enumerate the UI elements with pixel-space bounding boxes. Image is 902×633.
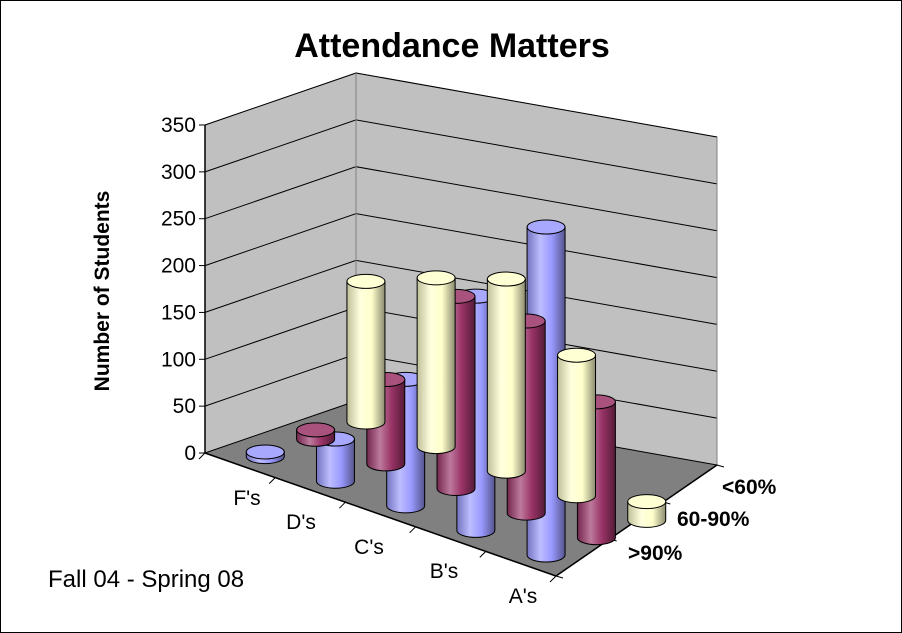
depth-tick-mark [716, 464, 725, 468]
cylinder-top [346, 273, 386, 289]
y-tick-label: 0 [184, 442, 196, 465]
cylinder-bar [486, 271, 526, 479]
x-tick-mark [479, 551, 487, 558]
cylinder-top [245, 444, 285, 460]
cylinder-top [526, 219, 566, 235]
cylinder-body [486, 278, 526, 479]
cylinder-bar [416, 270, 456, 455]
cylinder-body [416, 277, 456, 455]
cylinder-top [296, 422, 336, 438]
x-tick-label: F's [233, 487, 260, 510]
y-tick-label: 200 [161, 255, 196, 278]
cylinder-bar [346, 273, 386, 430]
x-tick-label: D's [286, 511, 316, 534]
x-axis-line [204, 452, 557, 577]
y-tick-label: 350 [161, 114, 196, 137]
depth-label-60-90: 60-90% [677, 508, 750, 531]
cylinder-top [486, 271, 526, 287]
x-tick-mark [198, 452, 206, 460]
x-tick-label: B's [430, 560, 459, 583]
cylinder-bar [557, 347, 597, 504]
y-axis-ticks: 0 50 100 150 200 250 300 350 [161, 114, 205, 465]
y-tick-label: 100 [161, 348, 196, 371]
cylinder-body [346, 280, 386, 430]
cylinder-top [627, 494, 667, 510]
y-tick-label: 150 [161, 301, 196, 324]
depth-label-lt60: <60% [722, 476, 777, 499]
x-tick-label: A's [509, 585, 538, 608]
date-range-note: Fall 04 - Spring 08 [48, 566, 244, 593]
y-tick-label: 300 [161, 161, 196, 184]
left-wall [204, 72, 357, 454]
cylinder-top [416, 270, 456, 286]
x-tick-label: C's [354, 536, 384, 559]
y-tick-label: 50 [173, 395, 196, 418]
depth-tick-mark [555, 575, 564, 579]
x-tick-mark [549, 575, 557, 583]
cylinder-bar [627, 494, 667, 528]
y-axis-label: Number of Students [91, 191, 114, 392]
cylinder-bar [245, 444, 285, 465]
cylinder-bar [296, 422, 336, 447]
depth-label-gt90: >90% [628, 542, 683, 565]
cylinders [245, 219, 667, 563]
cylinder-body [557, 354, 597, 504]
cylinder-top [557, 347, 597, 363]
y-tick-label: 250 [161, 208, 196, 231]
x-tick-mark [339, 501, 346, 509]
x-tick-mark [268, 477, 276, 484]
chart-title: Attendance Matters [294, 27, 610, 65]
cylinder-body [315, 438, 355, 489]
x-tick-mark [409, 526, 416, 534]
